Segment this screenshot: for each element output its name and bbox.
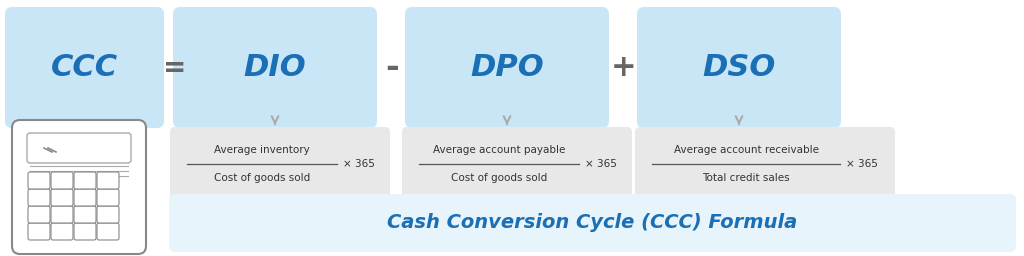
Text: × 365: × 365 xyxy=(585,159,616,169)
FancyBboxPatch shape xyxy=(97,189,119,206)
FancyBboxPatch shape xyxy=(28,189,50,206)
FancyBboxPatch shape xyxy=(51,172,73,189)
FancyBboxPatch shape xyxy=(51,223,73,240)
Text: DPO: DPO xyxy=(470,53,544,82)
FancyBboxPatch shape xyxy=(169,194,1016,252)
FancyBboxPatch shape xyxy=(170,127,390,201)
FancyBboxPatch shape xyxy=(12,120,146,254)
FancyBboxPatch shape xyxy=(74,189,96,206)
FancyBboxPatch shape xyxy=(28,206,50,223)
Text: DIO: DIO xyxy=(244,53,306,82)
FancyBboxPatch shape xyxy=(28,172,50,189)
Text: Average inventory: Average inventory xyxy=(214,145,310,155)
FancyBboxPatch shape xyxy=(97,206,119,223)
Text: × 365: × 365 xyxy=(846,159,878,169)
FancyBboxPatch shape xyxy=(97,223,119,240)
Text: Cash Conversion Cycle (CCC) Formula: Cash Conversion Cycle (CCC) Formula xyxy=(387,214,798,232)
FancyBboxPatch shape xyxy=(27,133,131,163)
Text: Cost of goods sold: Cost of goods sold xyxy=(214,173,310,183)
Text: × 365: × 365 xyxy=(343,159,375,169)
FancyBboxPatch shape xyxy=(402,127,632,201)
FancyBboxPatch shape xyxy=(28,223,50,240)
Text: Cost of goods sold: Cost of goods sold xyxy=(451,173,547,183)
FancyBboxPatch shape xyxy=(51,189,73,206)
FancyBboxPatch shape xyxy=(635,127,895,201)
FancyBboxPatch shape xyxy=(173,7,377,128)
Text: =: = xyxy=(163,54,186,81)
Text: Total credit sales: Total credit sales xyxy=(702,173,790,183)
Text: CCC: CCC xyxy=(51,53,118,82)
FancyBboxPatch shape xyxy=(74,172,96,189)
Text: +: + xyxy=(611,53,637,82)
FancyBboxPatch shape xyxy=(406,7,609,128)
FancyBboxPatch shape xyxy=(51,206,73,223)
Text: Average account receivable: Average account receivable xyxy=(674,145,818,155)
FancyBboxPatch shape xyxy=(74,223,96,240)
Text: -: - xyxy=(385,51,399,84)
FancyBboxPatch shape xyxy=(637,7,841,128)
Text: DSO: DSO xyxy=(702,53,775,82)
Text: Average account payable: Average account payable xyxy=(433,145,565,155)
FancyBboxPatch shape xyxy=(74,206,96,223)
FancyBboxPatch shape xyxy=(97,172,119,189)
FancyBboxPatch shape xyxy=(5,7,164,128)
